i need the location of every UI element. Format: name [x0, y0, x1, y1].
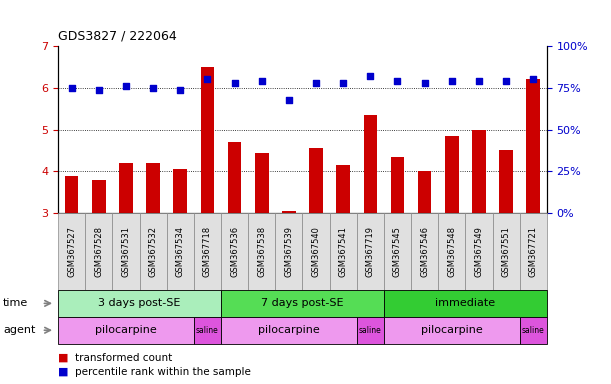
Point	[230, 80, 240, 86]
Text: GSM367719: GSM367719	[366, 226, 375, 277]
Text: ■: ■	[58, 353, 68, 363]
Text: ■: ■	[58, 367, 68, 377]
Bar	[309, 148, 323, 213]
Text: GSM367528: GSM367528	[94, 226, 103, 277]
Point	[311, 80, 321, 86]
Bar	[337, 165, 350, 213]
Point	[67, 85, 76, 91]
Text: immediate: immediate	[435, 298, 496, 308]
Text: GDS3827 / 222064: GDS3827 / 222064	[58, 29, 177, 42]
Text: GSM367538: GSM367538	[257, 226, 266, 277]
Text: GSM367721: GSM367721	[529, 226, 538, 277]
Bar	[174, 169, 187, 213]
Point	[338, 80, 348, 86]
Bar	[282, 211, 296, 213]
Point	[121, 83, 131, 89]
Bar	[146, 163, 160, 213]
Text: GSM367545: GSM367545	[393, 226, 402, 277]
Text: 3 days post-SE: 3 days post-SE	[98, 298, 181, 308]
Point	[501, 78, 511, 84]
Point	[175, 86, 185, 93]
Text: GSM367718: GSM367718	[203, 226, 212, 277]
Text: agent: agent	[3, 325, 35, 335]
Bar	[527, 79, 540, 213]
Text: GSM367549: GSM367549	[475, 226, 483, 277]
Point	[148, 85, 158, 91]
Bar	[119, 163, 133, 213]
Text: GSM367539: GSM367539	[284, 226, 293, 277]
Bar	[499, 151, 513, 213]
Bar	[364, 115, 377, 213]
Bar	[200, 67, 214, 213]
Text: pilocarpine: pilocarpine	[421, 325, 483, 335]
Bar	[65, 175, 78, 213]
Text: 7 days post-SE: 7 days post-SE	[261, 298, 344, 308]
Point	[365, 73, 375, 79]
Point	[257, 78, 266, 84]
Text: GSM367536: GSM367536	[230, 226, 239, 277]
Point	[447, 78, 456, 84]
Bar	[445, 136, 459, 213]
Bar	[255, 152, 268, 213]
Point	[529, 76, 538, 83]
Point	[284, 96, 294, 103]
Text: GSM367527: GSM367527	[67, 226, 76, 277]
Point	[420, 80, 430, 86]
Text: pilocarpine: pilocarpine	[258, 325, 320, 335]
Text: GSM367541: GSM367541	[338, 226, 348, 277]
Text: GSM367531: GSM367531	[122, 226, 130, 277]
Text: GSM367532: GSM367532	[148, 226, 158, 277]
Text: GSM367534: GSM367534	[176, 226, 185, 277]
Text: pilocarpine: pilocarpine	[95, 325, 157, 335]
Point	[202, 76, 212, 83]
Text: GSM367548: GSM367548	[447, 226, 456, 277]
Text: saline: saline	[359, 326, 382, 335]
Text: saline: saline	[522, 326, 544, 335]
Text: GSM367551: GSM367551	[502, 226, 511, 277]
Text: transformed count: transformed count	[75, 353, 172, 363]
Text: GSM367540: GSM367540	[312, 226, 321, 277]
Point	[393, 78, 403, 84]
Text: time: time	[3, 298, 28, 308]
Bar	[418, 171, 431, 213]
Bar	[228, 142, 241, 213]
Bar	[390, 157, 404, 213]
Text: percentile rank within the sample: percentile rank within the sample	[75, 367, 251, 377]
Point	[474, 78, 484, 84]
Bar	[92, 180, 106, 213]
Text: GSM367546: GSM367546	[420, 226, 429, 277]
Text: saline: saline	[196, 326, 219, 335]
Bar	[472, 130, 486, 213]
Point	[94, 86, 104, 93]
